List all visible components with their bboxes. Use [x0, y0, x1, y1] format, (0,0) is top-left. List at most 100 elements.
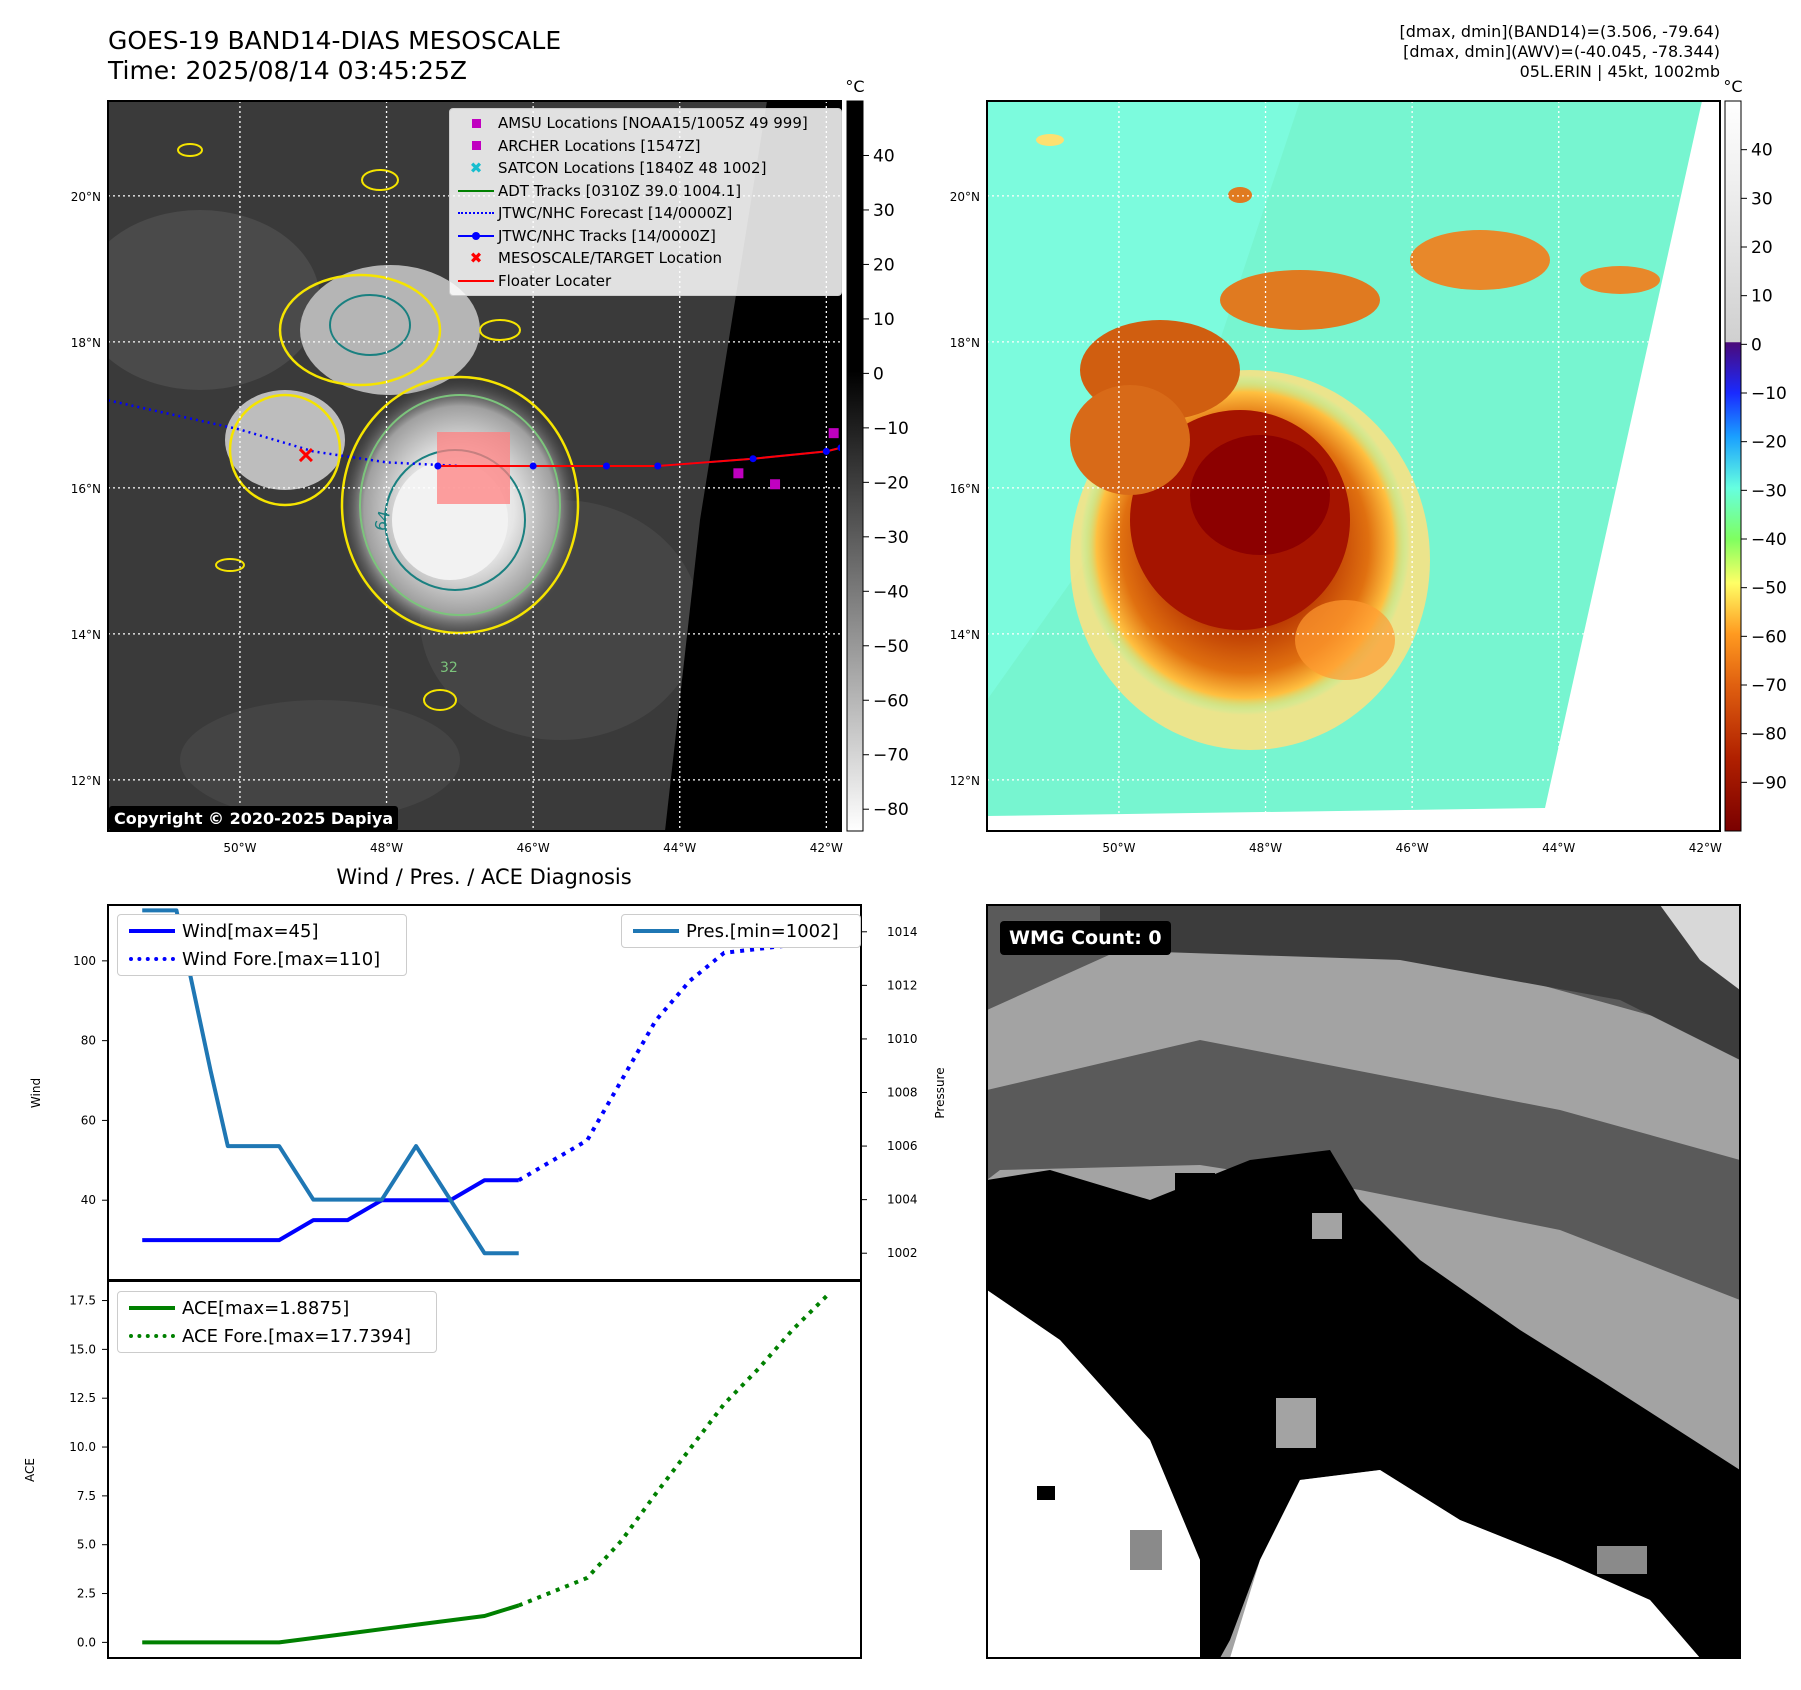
- info-line-3: 05L.ERIN | 45kt, 1002mb: [1519, 62, 1720, 81]
- wmg-frame: [986, 904, 1741, 1659]
- dias-frame: [986, 100, 1721, 832]
- colorbar-tick: −10: [1751, 384, 1787, 404]
- colorbar-tick: −90: [1751, 773, 1787, 793]
- colorbar-tick: 20: [1751, 238, 1773, 258]
- legend-symbol: ✖: [469, 249, 483, 268]
- archer-marker: [770, 479, 781, 490]
- archer-marker: [733, 468, 744, 479]
- y-tick-label: 2.5: [77, 1587, 96, 1601]
- legend-label: JTWC/NHC Forecast [14/0000Z]: [498, 204, 733, 223]
- lat-label: 16°N: [71, 482, 101, 496]
- colorbar-tick: 10: [873, 310, 895, 330]
- colorbar-tick: −60: [1751, 627, 1787, 647]
- y-tick-label: 0.0: [77, 1635, 96, 1649]
- track-point: [529, 462, 537, 470]
- dias-axis-labels: 20°N 18°N 16°N 14°N 12°N 50°W 48°W 46°W 44°W 42°W: [950, 190, 1722, 855]
- y-tick-label: 80: [81, 1034, 96, 1048]
- legend-symbol: [454, 181, 498, 201]
- target-marker: [298, 447, 313, 463]
- lon-label: 46°W: [517, 841, 550, 855]
- wmg-light-band: [987, 950, 1740, 1160]
- wind-legend: Wind[max=45] Wind Fore.[max=110]: [117, 914, 407, 976]
- colorbar-tick: −20: [1751, 433, 1787, 453]
- y2-tick-label: 1008: [887, 1086, 918, 1100]
- legend-symbol: [454, 113, 498, 133]
- title-line-2: Time: 2025/08/14 03:45:25Z: [108, 56, 467, 85]
- colorbar-tick: −70: [1751, 676, 1787, 696]
- y-tick-label: 12.5: [69, 1391, 96, 1405]
- info-line-2: [dmax, dmin](AWV)=(-40.045, -78.344): [1403, 42, 1720, 61]
- legend-label: MESOSCALE/TARGET Location: [498, 249, 723, 268]
- legend-wind: Wind[max=45]: [182, 920, 319, 942]
- lon-label: 50°W: [1102, 841, 1135, 855]
- storm-info: [dmax, dmin](BAND14)=(3.506, -79.64) [dm…: [1400, 22, 1721, 82]
- legend-item: JTWC/NHC Tracks [14/0000Z]: [454, 225, 837, 248]
- legend-label: ADT Tracks [0310Z 39.0 1004.1]: [498, 181, 742, 200]
- legend-item: AMSU Locations [NOAA15/1005Z 49 999]: [454, 112, 837, 135]
- title-line-1: GOES-19 BAND14-DIAS MESOSCALE: [108, 26, 562, 55]
- lon-label: 44°W: [663, 841, 696, 855]
- map-legend: AMSU Locations [NOAA15/1005Z 49 999] ARCH…: [449, 108, 842, 296]
- y-tick-label: 40: [81, 1193, 96, 1207]
- legend-symbol: [454, 203, 498, 223]
- colorbar-tick: 30: [873, 201, 895, 221]
- lon-label: 48°W: [370, 841, 403, 855]
- legend-item: ✖ MESOSCALE/TARGET Location: [454, 247, 837, 270]
- y-tick-label: 5.0: [77, 1538, 96, 1552]
- wmg-white-region-right: [1230, 1470, 1700, 1658]
- colorbar-tick: 0: [873, 364, 884, 384]
- ir-colorbar-unit: °C: [845, 77, 864, 96]
- ir-cloud-west: [225, 390, 345, 490]
- lon-label: 44°W: [1542, 841, 1575, 855]
- colorbar-tick: −80: [873, 800, 909, 820]
- pressure-axis-label: Pressure: [933, 1067, 947, 1118]
- series-line: [517, 1294, 829, 1608]
- contour-label-64: 64: [371, 508, 395, 533]
- lat-label: 20°N: [71, 190, 101, 204]
- lon-label: 50°W: [223, 841, 256, 855]
- colorbar-tick: −60: [873, 691, 909, 711]
- info-line-1: [dmax, dmin](BAND14)=(3.506, -79.64): [1399, 22, 1721, 41]
- colorbar-tick: −20: [873, 473, 909, 493]
- y2-tick-label: 1002: [887, 1246, 918, 1260]
- colorbar-tick: −70: [873, 746, 909, 766]
- y2-tick-label: 1014: [887, 925, 918, 939]
- legend-ace: ACE[max=1.8875]: [182, 1297, 350, 1319]
- colorbar-tick: 0: [1751, 335, 1762, 355]
- lat-label: 20°N: [950, 190, 980, 204]
- lon-label: 48°W: [1249, 841, 1282, 855]
- legend-label: ARCHER Locations [1547Z]: [498, 136, 701, 155]
- y-tick-label: 17.5: [69, 1294, 96, 1308]
- legend-label: AMSU Locations [NOAA15/1005Z 49 999]: [498, 114, 808, 133]
- lat-label: 14°N: [950, 628, 980, 642]
- legend-label: Floater Locater: [498, 271, 612, 290]
- lon-label: 42°W: [1689, 841, 1722, 855]
- colorbar-tick: −50: [1751, 579, 1787, 599]
- y2-tick-label: 1010: [887, 1032, 918, 1046]
- lat-label: 18°N: [71, 336, 101, 350]
- colorbar-tick: −10: [873, 419, 909, 439]
- amsu-marker: [828, 428, 839, 439]
- lat-label: 12°N: [71, 774, 101, 788]
- ir-cloud-north: [300, 265, 480, 395]
- colorbar-tick: 40: [1751, 141, 1773, 161]
- y2-tick-label: 1006: [887, 1139, 918, 1153]
- legend-ace-forecast: ACE Fore.[max=17.7394]: [182, 1325, 411, 1347]
- ir-colorbar: °C 40 30 20 10 0 −10 −20 −30 −40 −50 −60 −70 −80: [845, 77, 909, 832]
- y-tick-label: 60: [81, 1113, 96, 1127]
- track-point: [602, 462, 610, 470]
- colorbar-tick: 30: [1751, 189, 1773, 209]
- series-line: [142, 1178, 519, 1243]
- colorbar-tick: −30: [873, 528, 909, 548]
- ir-tracks: [108, 399, 841, 490]
- copyright-label: Copyright © 2020-2025 Dapiya: [109, 806, 399, 831]
- dias-map-panel: 20°N 18°N 16°N 14°N 12°N 50°W 48°W 46°W 44°W 42°W: [950, 100, 1722, 855]
- lat-label: 16°N: [950, 482, 980, 496]
- legend-symbol: [454, 136, 498, 156]
- colorbar-tick: 20: [873, 255, 895, 275]
- legend-symbol: [454, 271, 498, 291]
- pressure-legend: Pres.[min=1002]: [621, 914, 861, 948]
- wmg-panel: [986, 904, 1741, 1659]
- legend-wind-forecast: Wind Fore.[max=110]: [182, 948, 381, 970]
- ace-axis-label: ACE: [23, 1458, 37, 1482]
